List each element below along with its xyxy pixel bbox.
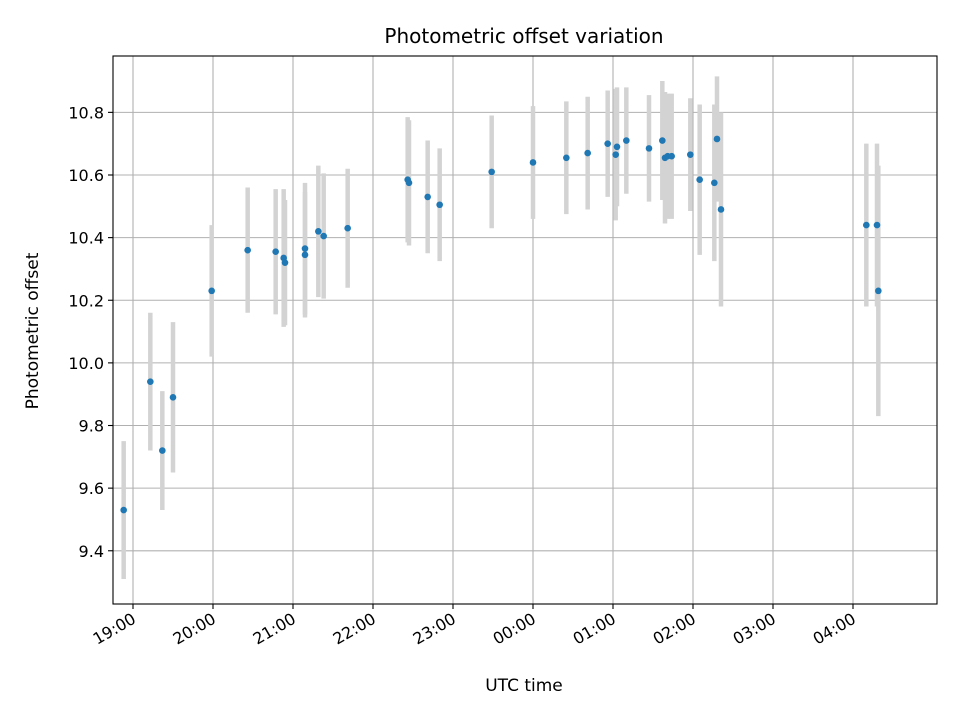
- data-point: [315, 228, 322, 235]
- data-point: [301, 245, 309, 252]
- data-point: [713, 135, 721, 143]
- data-point: [272, 248, 279, 256]
- data-point: [529, 159, 537, 166]
- y-tick-label: 10.0: [68, 354, 104, 373]
- y-tick-label: 10.4: [68, 229, 104, 248]
- y-tick-label: 10.8: [68, 103, 104, 122]
- data-point: [696, 176, 703, 183]
- data-point: [584, 149, 591, 157]
- data-point: [623, 137, 630, 144]
- y-tick-label: 10.6: [68, 166, 104, 185]
- data-point: [120, 506, 127, 514]
- data-point: [612, 151, 619, 158]
- data-point: [208, 287, 215, 295]
- x-axis-label: UTC time: [485, 676, 563, 696]
- y-tick-label: 9.4: [79, 542, 104, 561]
- data-point: [159, 447, 166, 454]
- y-axis-ticks: 9.4 9.6 9.8 10.0 10.2 10.4 10.6 10.8: [68, 103, 113, 561]
- data-point: [320, 232, 327, 240]
- y-tick-label: 9.6: [79, 479, 104, 498]
- data-point: [244, 246, 251, 254]
- data-point: [344, 224, 351, 232]
- data-point: [863, 221, 870, 229]
- data-point: [717, 206, 725, 213]
- y-tick-label: 9.8: [79, 417, 104, 436]
- data-point: [645, 145, 653, 152]
- data-point: [563, 154, 570, 162]
- data-point: [424, 193, 431, 201]
- data-point: [873, 221, 881, 229]
- data-points: [120, 135, 882, 514]
- data-point: [281, 259, 289, 266]
- data-point: [875, 287, 882, 295]
- data-point: [301, 251, 309, 259]
- data-point: [668, 152, 675, 160]
- data-point: [613, 143, 621, 151]
- data-point: [659, 137, 666, 144]
- data-point: [436, 201, 443, 209]
- y-axis-label: Photometric offset: [23, 252, 43, 409]
- data-point: [687, 151, 694, 158]
- data-point: [169, 394, 177, 401]
- data-point: [711, 179, 718, 187]
- data-point: [604, 140, 611, 147]
- data-point: [488, 168, 495, 176]
- y-tick-label: 10.2: [68, 291, 104, 310]
- plot-area-frame: [112, 55, 938, 605]
- chart-title: Photometric offset variation: [384, 24, 663, 48]
- data-point: [147, 378, 154, 385]
- data-point: [405, 179, 413, 187]
